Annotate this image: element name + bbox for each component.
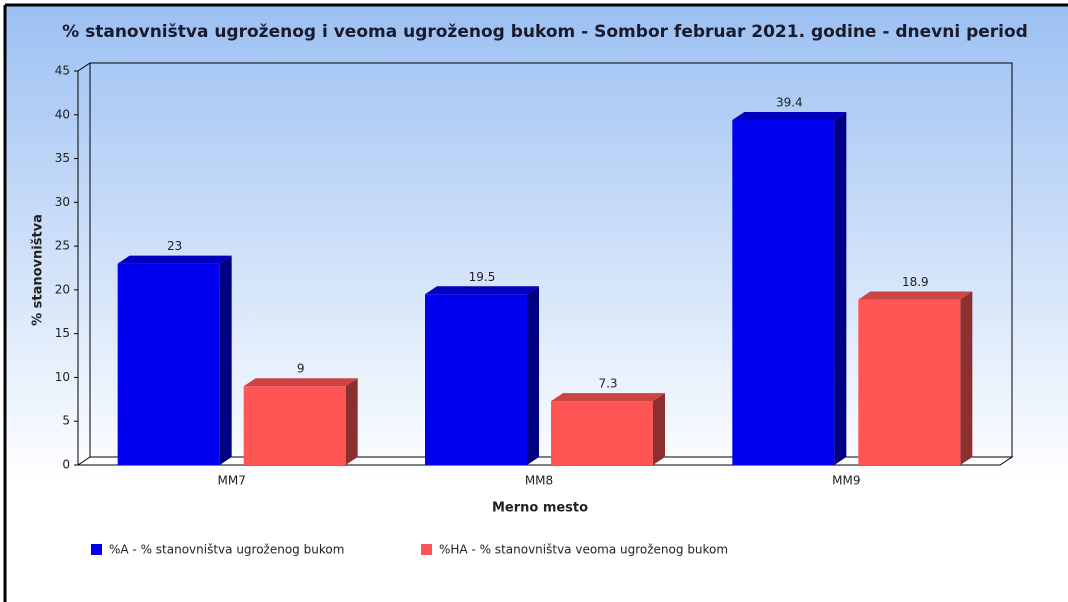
bar-face (243, 378, 358, 387)
y-tick-label: 30 (55, 195, 70, 209)
x-tick-label: MM9 (832, 474, 860, 488)
bar (117, 255, 232, 465)
y-tick-label: 15 (55, 326, 70, 340)
y-tick-label: 10 (55, 370, 70, 384)
data-label: 23 (167, 239, 182, 253)
bar (732, 112, 847, 465)
data-label: 19.5 (469, 270, 496, 284)
bar-face (117, 263, 220, 465)
bar-face (858, 291, 973, 300)
bar (551, 393, 665, 465)
bar-face (653, 393, 665, 465)
data-label: 9 (297, 362, 305, 376)
bar-face (834, 112, 847, 465)
legend-label: %A - % stanovništva ugroženog bukom (109, 543, 344, 557)
chart-title: % stanovništva ugroženog i veoma ugrožen… (62, 22, 1028, 42)
y-tick-label: 20 (55, 282, 70, 296)
y-axis-title: % stanovništva (31, 214, 46, 326)
y-tick-label: 45 (55, 64, 70, 78)
bar-face (858, 299, 961, 465)
legend-label: %HA - % stanovništva veoma ugroženog buk… (439, 543, 728, 557)
bar-face (732, 112, 847, 121)
legend-swatch (421, 544, 432, 555)
y-tick-label: 40 (55, 107, 70, 121)
y-tick-label: 0 (62, 458, 70, 472)
bar-face (117, 255, 232, 264)
bar-face (551, 401, 653, 465)
bar (243, 378, 358, 465)
data-label: 18.9 (902, 275, 929, 289)
x-tick-label: MM7 (217, 474, 245, 488)
y-tick-label: 25 (55, 239, 70, 253)
bar-face (425, 294, 527, 465)
bar-face (732, 120, 835, 465)
data-label: 39.4 (776, 96, 803, 110)
data-label: 7.3 (598, 377, 617, 391)
x-tick-label: MM8 (525, 474, 553, 488)
bar (425, 286, 539, 465)
bar (858, 291, 973, 465)
y-axis-depth (77, 62, 91, 72)
bar-face (527, 286, 539, 465)
bar-face (219, 255, 232, 465)
y-tick-label: 5 (62, 414, 70, 428)
x-axis-title: Merno mesto (492, 501, 588, 516)
bar-face (425, 286, 539, 295)
bar-face (243, 386, 346, 465)
legend-swatch (91, 544, 102, 555)
y-tick-label: 35 (55, 151, 70, 165)
bar-face (960, 291, 973, 465)
bar-face (551, 393, 665, 402)
bar-face (345, 378, 358, 465)
